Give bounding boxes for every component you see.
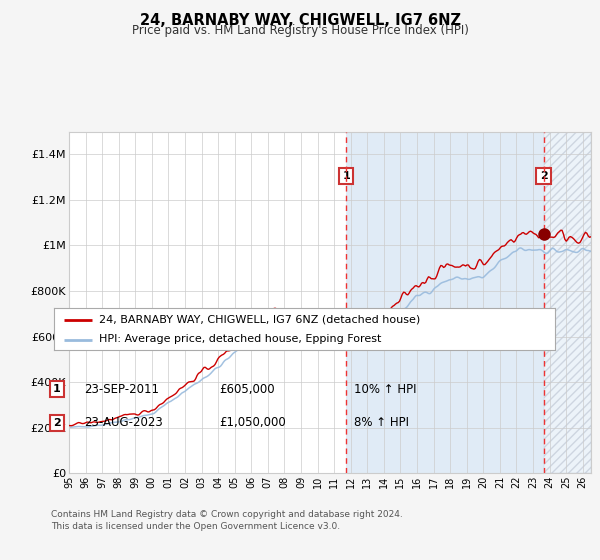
Text: 23-AUG-2023: 23-AUG-2023 — [84, 416, 163, 430]
Text: 2: 2 — [53, 418, 61, 428]
Text: Contains HM Land Registry data © Crown copyright and database right 2024.: Contains HM Land Registry data © Crown c… — [51, 510, 403, 519]
Text: This data is licensed under the Open Government Licence v3.0.: This data is licensed under the Open Gov… — [51, 522, 340, 531]
Bar — [346, 132, 544, 473]
Text: 24, BARNABY WAY, CHIGWELL, IG7 6NZ (detached house): 24, BARNABY WAY, CHIGWELL, IG7 6NZ (deta… — [99, 315, 421, 325]
Text: 23-SEP-2011: 23-SEP-2011 — [84, 382, 159, 396]
Text: 10% ↑ HPI: 10% ↑ HPI — [354, 382, 416, 396]
Text: £1,050,000: £1,050,000 — [219, 416, 286, 430]
Bar — [544, 132, 591, 473]
Text: 1: 1 — [343, 171, 350, 181]
Text: 2: 2 — [540, 171, 547, 181]
Text: 24, BARNABY WAY, CHIGWELL, IG7 6NZ: 24, BARNABY WAY, CHIGWELL, IG7 6NZ — [139, 13, 461, 28]
Text: HPI: Average price, detached house, Epping Forest: HPI: Average price, detached house, Eppi… — [99, 334, 382, 344]
Text: £605,000: £605,000 — [219, 382, 275, 396]
Text: 8% ↑ HPI: 8% ↑ HPI — [354, 416, 409, 430]
Text: 1: 1 — [53, 384, 61, 394]
Text: Price paid vs. HM Land Registry's House Price Index (HPI): Price paid vs. HM Land Registry's House … — [131, 24, 469, 37]
